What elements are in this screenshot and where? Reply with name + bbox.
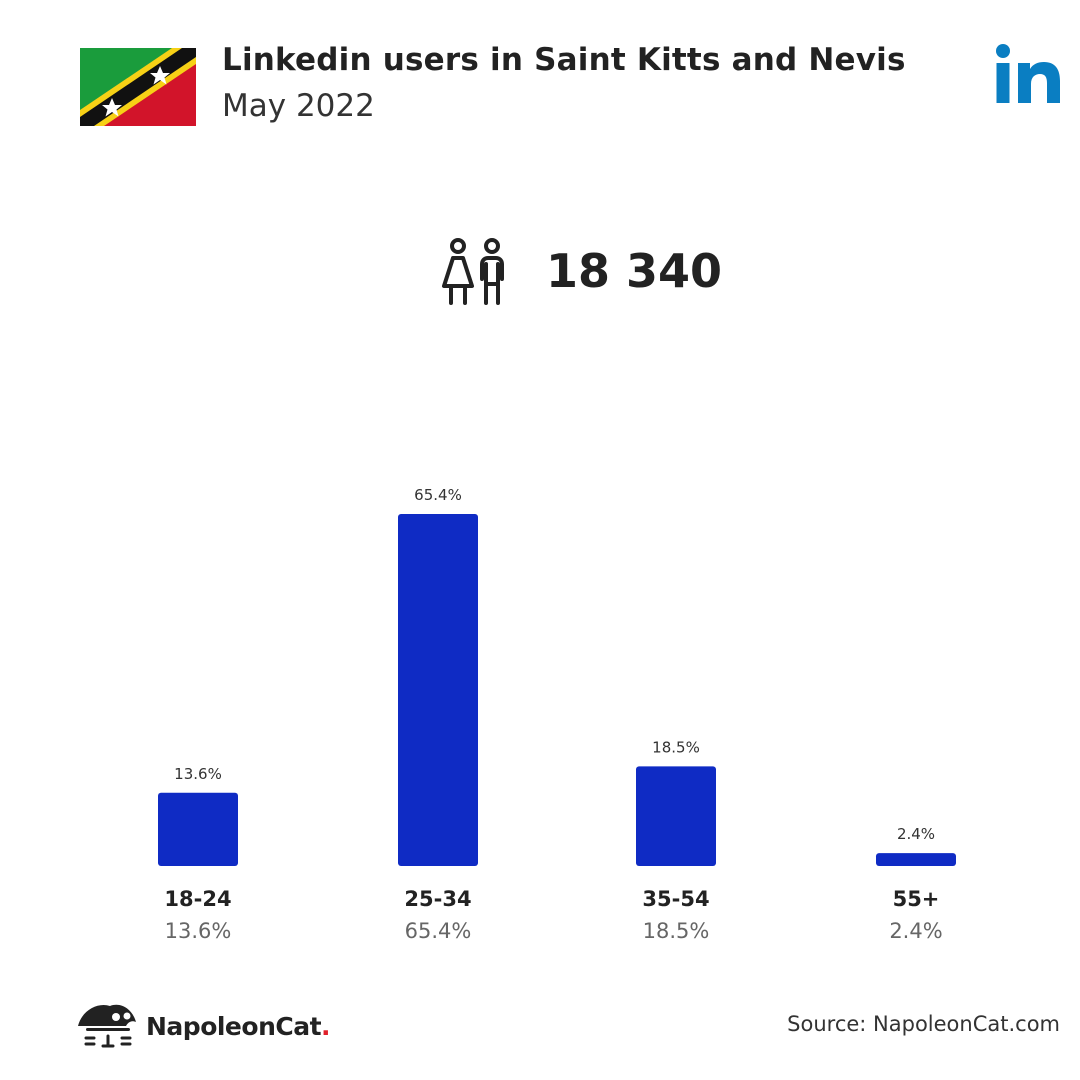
category-percent-label: 13.6%	[165, 919, 232, 943]
brand-name-text: NapoleonCat	[146, 1011, 322, 1041]
brand-name: NapoleonCat.	[146, 1011, 331, 1041]
bar-value-label: 18.5%	[652, 738, 700, 756]
bar-18-24	[158, 792, 238, 866]
bar-55+	[876, 853, 956, 866]
total-users: 18 340	[440, 236, 722, 306]
bar-value-label: 2.4%	[897, 825, 935, 843]
saint-kitts-and-nevis-flag	[80, 48, 196, 126]
brand-dot: .	[321, 1011, 331, 1041]
category-label: 25-34	[404, 887, 471, 911]
people-icon	[442, 238, 504, 305]
napoleoncat-logo: NapoleonCat.	[76, 1000, 331, 1052]
total-users-value: 18 340	[546, 244, 723, 298]
category-label: 18-24	[164, 887, 231, 911]
category-label: 35-54	[642, 887, 709, 911]
bar-value-label: 13.6%	[174, 765, 222, 783]
bar-25-34	[398, 514, 478, 866]
category-percent-label: 2.4%	[889, 919, 942, 943]
linkedin-logo-icon	[996, 44, 1060, 103]
cat-icon	[78, 1004, 136, 1048]
category-label: 55+	[893, 887, 940, 911]
source-text: Source: NapoleonCat.com	[787, 1012, 1060, 1036]
page-subtitle: May 2022	[222, 88, 375, 124]
category-percent-label: 18.5%	[643, 919, 710, 943]
bar-value-label: 65.4%	[414, 486, 462, 504]
page-title: Linkedin users in Saint Kitts and Nevis	[222, 42, 906, 78]
bar-35-54	[636, 766, 716, 866]
category-percent-label: 65.4%	[405, 919, 472, 943]
